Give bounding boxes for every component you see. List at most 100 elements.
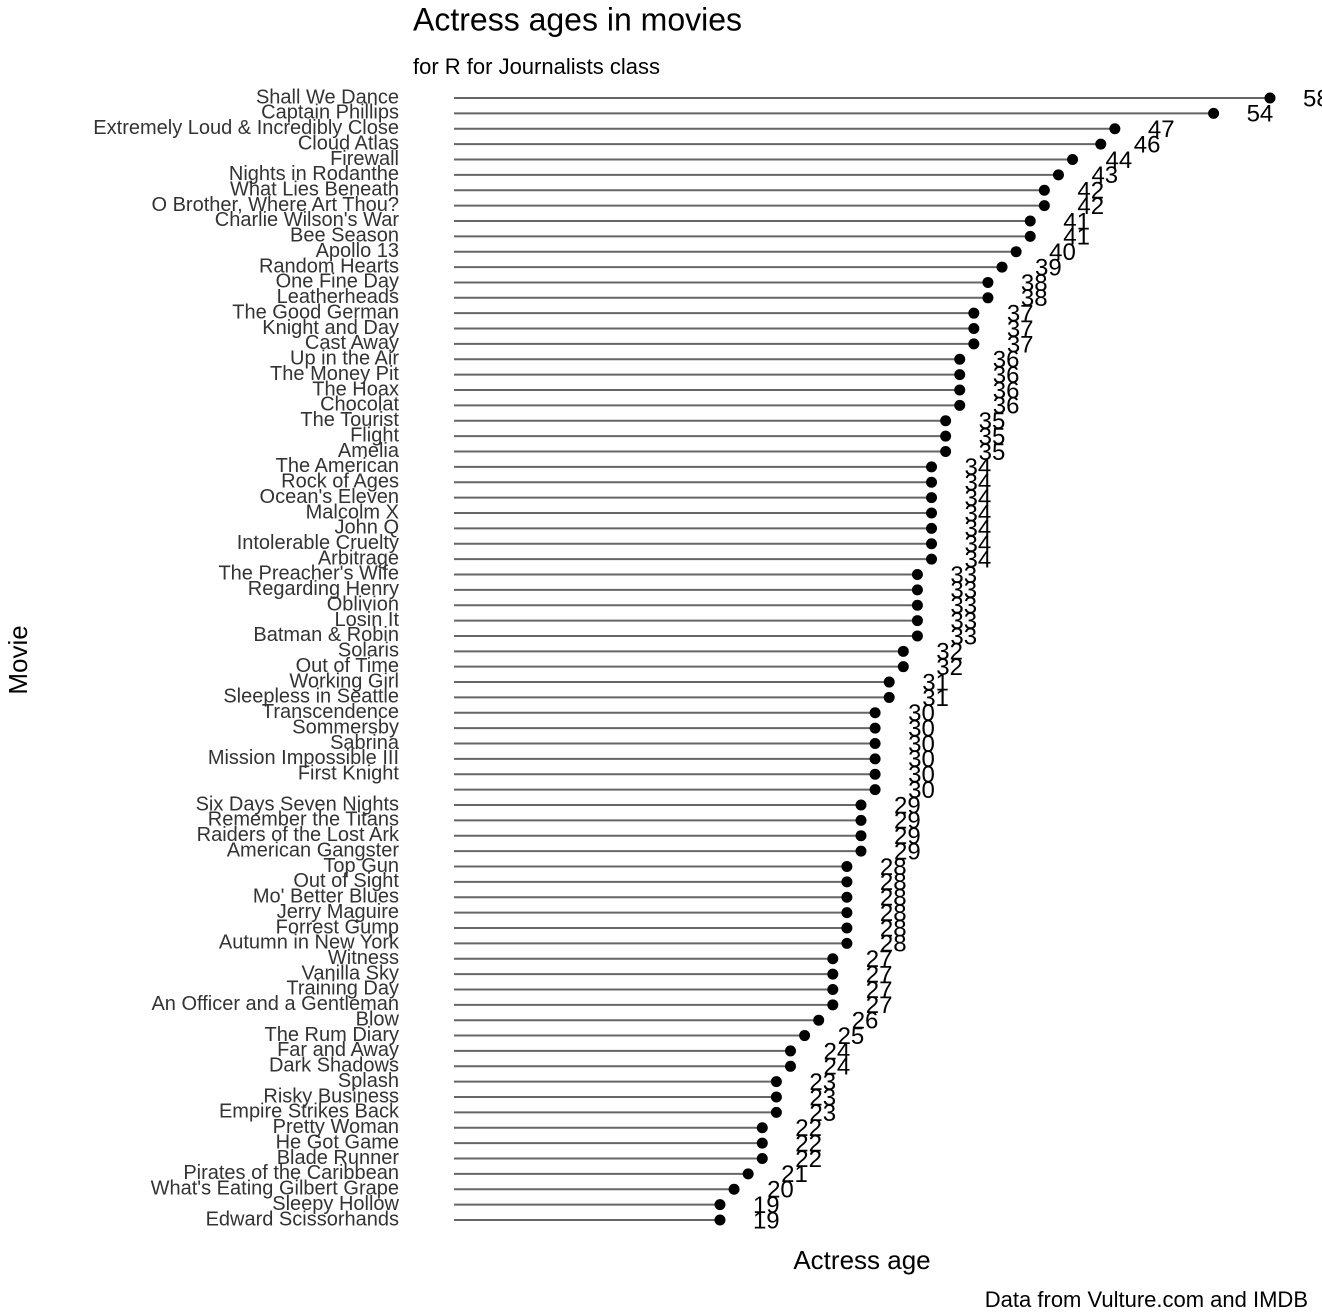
y-tick-label: Autumn in New York (219, 932, 400, 954)
y-tick-label: An Officer and a Gentleman (151, 993, 399, 1015)
y-tick-label: Jerry Maguire (277, 901, 399, 923)
value-label: 37 (1007, 301, 1034, 328)
value-label: 26 (852, 1008, 879, 1035)
y-tick-label: Charlie Wilson's War (215, 209, 400, 231)
y-tick-label: The Tourist (300, 409, 399, 431)
lollipop-dot (926, 522, 938, 534)
y-tick-label: Ocean's Eleven (260, 486, 399, 508)
lollipop-dot (911, 615, 923, 627)
lollipop-dot (926, 492, 938, 504)
value-label: 22 (795, 1146, 822, 1173)
y-tick-label: Pretty Woman (273, 1116, 399, 1138)
lollipop-dot (742, 1168, 754, 1180)
value-label: 46 (1134, 131, 1161, 158)
lollipop-dot (869, 768, 881, 780)
y-tick-label: Nights in Rodanthe (229, 163, 399, 185)
y-tick-label: The Money Pit (270, 363, 399, 385)
lollipop-dot (714, 1214, 726, 1226)
lollipop-dot (841, 937, 853, 949)
lollipop-dot (1264, 92, 1276, 104)
y-tick-label: Captain Phillips (261, 102, 399, 124)
y-tick-label: Random Hearts (259, 255, 399, 277)
value-label: 30 (908, 777, 935, 804)
value-label: 19 (753, 1192, 780, 1219)
y-tick-label: Far and Away (277, 1039, 399, 1061)
value-label: 30 (908, 700, 935, 727)
lollipop-dot (954, 369, 966, 381)
y-tick-label: Six Days Seven Nights (196, 793, 399, 815)
lollipop-dot (982, 292, 994, 304)
value-label: 33 (950, 593, 977, 620)
lollipop-dot (756, 1137, 768, 1149)
lollipop-dot (827, 999, 839, 1011)
value-label: 29 (894, 838, 921, 865)
y-tick-label: The Preacher's Wife (218, 563, 399, 585)
y-tick-label: Extremely Loud & Incredibly Close (93, 117, 399, 139)
value-label: 28 (880, 915, 907, 942)
y-tick-label: Amelia (338, 440, 400, 462)
value-label: 34 (965, 546, 992, 573)
y-axis-label: Movie (3, 625, 33, 694)
y-tick-label: Sabrina (330, 732, 400, 754)
lollipop-dot (1208, 107, 1220, 119)
y-tick-label: Edward Scissorhands (206, 1208, 399, 1230)
y-tick-label: Arbitrage (318, 547, 399, 569)
value-label: 19 (753, 1207, 780, 1234)
value-label: 33 (950, 562, 977, 589)
value-label: 30 (908, 762, 935, 789)
y-tick-label: Transcendence (262, 701, 399, 723)
lollipop-dot (841, 860, 853, 872)
y-tick-label: Cloud Atlas (298, 132, 399, 154)
value-label: 34 (965, 454, 992, 481)
lollipop-dot (926, 507, 938, 519)
lollipop-dot (897, 661, 909, 673)
value-label: 54 (1247, 101, 1274, 128)
value-label: 38 (1021, 285, 1048, 312)
y-tick-label: Dark Shadows (269, 1055, 399, 1077)
lollipop-dot (911, 584, 923, 596)
value-label: 32 (936, 639, 963, 666)
y-tick-label: Regarding Henry (248, 578, 399, 600)
value-label: 21 (781, 1161, 808, 1188)
lollipop-dot (799, 1030, 811, 1042)
value-label: 34 (965, 531, 992, 558)
lollipop-dot (869, 784, 881, 796)
y-tick-label: Top Gun (323, 855, 399, 877)
value-label: 30 (908, 716, 935, 743)
value-label: 34 (965, 470, 992, 497)
lollipop-dot (827, 968, 839, 980)
y-tick-label: Out of Sight (293, 870, 399, 892)
y-tick-label: Chocolat (320, 394, 399, 416)
value-label: 33 (950, 608, 977, 635)
y-tick-label: Blow (356, 1008, 400, 1030)
value-label: 58 (1303, 85, 1322, 112)
value-label: 31 (922, 669, 949, 696)
y-tick-label: Witness (328, 947, 399, 969)
lollipop-dot (996, 261, 1008, 273)
lollipop-dot (841, 922, 853, 934)
lollipop-dot (1109, 123, 1121, 135)
lollipop-dot (940, 446, 952, 458)
value-label: 27 (866, 977, 893, 1004)
y-tick-label: What Lies Beneath (230, 179, 399, 201)
lollipop-dot (841, 876, 853, 888)
y-tick-label: The Rum Diary (265, 1024, 399, 1046)
lollipop-dot (968, 307, 980, 319)
y-tick-label: Knight and Day (262, 317, 399, 339)
y-tick-label: Out of Time (296, 655, 399, 677)
y-tick-label: Batman & Robin (253, 624, 399, 646)
value-label: 42 (1077, 193, 1104, 220)
y-tick-label: Sommersby (292, 716, 399, 738)
value-label: 22 (795, 1115, 822, 1142)
y-tick-label: Sleepless in Seattle (223, 686, 399, 708)
y-tick-label: The American (276, 455, 399, 477)
lollipop-dot (869, 707, 881, 719)
y-tick-label: Intolerable Cruelty (237, 532, 399, 554)
lollipop-dot (770, 1106, 782, 1118)
y-tick-label: Splash (338, 1070, 399, 1092)
value-label: 28 (880, 931, 907, 958)
value-label: 36 (993, 393, 1020, 420)
lollipop-dot (813, 1014, 825, 1026)
value-label: 34 (965, 500, 992, 527)
